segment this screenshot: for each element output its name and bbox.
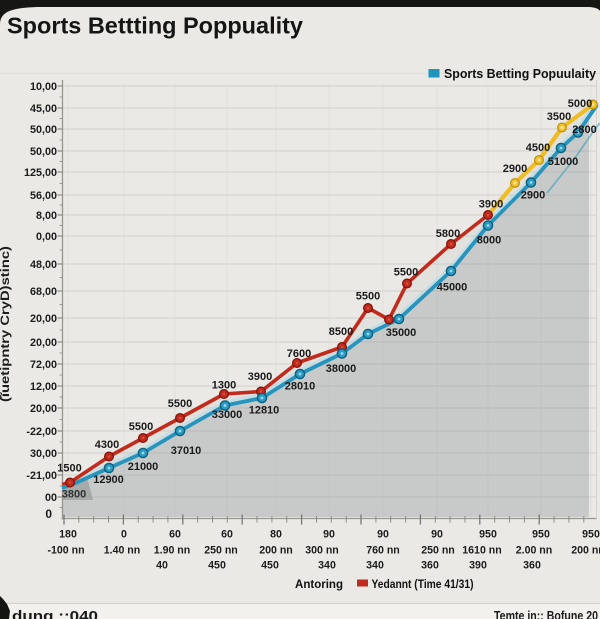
svg-text:950: 950	[582, 529, 600, 541]
svg-text:10,00: 10,00	[30, 81, 57, 93]
svg-text:Antoring: Antoring	[295, 577, 343, 591]
svg-text:5500: 5500	[394, 267, 418, 279]
svg-text:90: 90	[377, 529, 389, 541]
svg-text:80: 80	[270, 529, 282, 541]
svg-text:3900: 3900	[479, 199, 503, 211]
svg-text:1500: 1500	[57, 463, 81, 475]
svg-text:340: 340	[318, 560, 336, 572]
svg-text:00: 00	[45, 492, 57, 504]
svg-text:450: 450	[261, 560, 279, 572]
svg-text:1300: 1300	[212, 380, 236, 392]
svg-text:Sports Bettting Poppuality: Sports Bettting Poppuality	[7, 13, 303, 39]
svg-text:0: 0	[45, 507, 52, 521]
svg-text:950: 950	[479, 529, 497, 541]
svg-text:60: 60	[169, 529, 181, 541]
svg-text:4500: 4500	[526, 142, 550, 154]
svg-text:12900: 12900	[93, 474, 124, 486]
svg-text:180: 180	[59, 529, 77, 541]
svg-text:35000: 35000	[386, 327, 417, 339]
svg-text:250 nn: 250 nn	[421, 545, 455, 557]
svg-text:3800: 3800	[62, 489, 86, 501]
svg-text:2.00 nn: 2.00 nn	[516, 545, 553, 557]
svg-text:20,00: 20,00	[30, 403, 57, 415]
svg-text:50,00: 50,00	[30, 124, 57, 136]
svg-text:360: 360	[523, 560, 541, 572]
svg-text:2800: 2800	[572, 124, 596, 136]
svg-text:45000: 45000	[437, 282, 468, 294]
svg-text:360: 360	[421, 560, 439, 572]
svg-text:-100 nn: -100 nn	[47, 545, 84, 557]
svg-text:1.40 nn: 1.40 nn	[104, 545, 141, 557]
svg-text:Sports Betting Popuulaity: Sports Betting Popuulaity	[444, 67, 596, 81]
svg-text:0: 0	[121, 529, 127, 541]
svg-text:30,00: 30,00	[30, 448, 57, 460]
svg-text:450: 450	[208, 560, 226, 572]
svg-text:200 nn: 200 nn	[571, 545, 600, 557]
svg-text:48,00: 48,00	[30, 259, 57, 271]
svg-text:5800: 5800	[436, 228, 460, 240]
svg-text:340: 340	[366, 560, 384, 572]
svg-text:390: 390	[469, 560, 487, 572]
svg-text:50,00: 50,00	[30, 146, 57, 158]
svg-text:1610 nn: 1610 nn	[462, 545, 501, 557]
svg-text:dung ::040: dung ::040	[12, 609, 98, 619]
svg-text:20,00: 20,00	[30, 337, 57, 349]
svg-text:5500: 5500	[129, 421, 153, 433]
svg-text:760 nn: 760 nn	[366, 545, 400, 557]
svg-text:90: 90	[431, 529, 443, 541]
svg-text:950: 950	[532, 529, 550, 541]
svg-text:38000: 38000	[326, 363, 357, 375]
svg-text:40: 40	[156, 560, 168, 572]
svg-text:68,00: 68,00	[30, 286, 57, 298]
svg-text:8500: 8500	[329, 326, 353, 338]
svg-text:56,00: 56,00	[30, 190, 57, 202]
svg-text:12,00: 12,00	[30, 381, 57, 393]
svg-text:-22,00: -22,00	[26, 426, 57, 438]
svg-text:300 nn: 300 nn	[305, 545, 339, 557]
svg-text:5500: 5500	[168, 398, 192, 410]
svg-text:0,00: 0,00	[36, 231, 57, 243]
svg-text:-21,00: -21,00	[26, 470, 57, 482]
svg-text:20,00: 20,00	[30, 313, 57, 325]
svg-text:51000: 51000	[548, 156, 579, 168]
svg-text:5000: 5000	[568, 98, 592, 110]
svg-text:2900: 2900	[503, 163, 527, 175]
svg-text:12810: 12810	[249, 405, 280, 417]
svg-text:125,00: 125,00	[24, 167, 57, 179]
svg-text:21000: 21000	[128, 461, 159, 473]
svg-text:28010: 28010	[285, 381, 316, 393]
svg-text:2900: 2900	[521, 190, 545, 202]
svg-text:(ĩuetipntry CryD)stinc): (ĩuetipntry CryD)stinc)	[0, 246, 12, 402]
svg-text:7600: 7600	[287, 348, 311, 360]
svg-text:33000: 33000	[212, 409, 243, 421]
svg-text:60: 60	[221, 529, 233, 541]
svg-text:3900: 3900	[248, 371, 272, 383]
svg-text:8000: 8000	[477, 235, 501, 247]
svg-text:4300: 4300	[95, 439, 119, 451]
svg-text:90: 90	[323, 529, 335, 541]
svg-text:200 nn: 200 nn	[259, 545, 293, 557]
svg-text:Yedannt (Time 41/31): Yedannt (Time 41/31)	[372, 579, 474, 591]
svg-text:250 nn: 250 nn	[204, 545, 238, 557]
svg-text:Temte in:: Bofune 20: Temte in:: Bofune 20	[494, 608, 598, 619]
svg-text:72,00: 72,00	[30, 359, 57, 371]
svg-text:37010: 37010	[171, 445, 202, 457]
svg-text:8,00: 8,00	[36, 210, 57, 222]
svg-text:1.90 nn: 1.90 nn	[154, 545, 191, 557]
svg-text:3500: 3500	[547, 111, 571, 123]
svg-text:45,00: 45,00	[30, 103, 57, 115]
svg-text:5500: 5500	[356, 291, 380, 303]
